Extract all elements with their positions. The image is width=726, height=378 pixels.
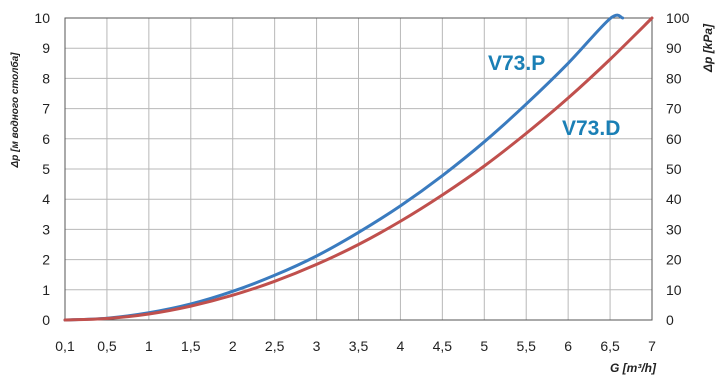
y-left-axis-title: Δp [м водного столба] (9, 52, 21, 169)
x-tick-label: 6 (564, 338, 572, 354)
x-tick-label: 0,1 (55, 338, 75, 354)
y-right-tick-label: 80 (666, 70, 682, 86)
y-right-tick-label: 20 (666, 252, 682, 268)
y-left-tick-label: 1 (42, 282, 50, 298)
series-label-v73d: V73.D (562, 117, 620, 140)
x-tick-label: 3 (313, 338, 321, 354)
x-tick-label: 1,5 (181, 338, 201, 354)
x-tick-label: 4,5 (433, 338, 453, 354)
y-left-tick-label: 5 (42, 161, 50, 177)
series-label-v73p: V73.P (488, 52, 545, 75)
y-right-tick-label: 70 (666, 101, 682, 117)
y-right-tick-label: 0 (666, 312, 674, 328)
x-tick-label: 5 (480, 338, 488, 354)
x-tick-label: 3,5 (349, 338, 369, 354)
y-left-tick-label: 0 (42, 312, 50, 328)
x-axis-title: G [m³/h] (610, 361, 657, 375)
x-tick-label: 5,5 (516, 338, 536, 354)
y-left-tick-label: 7 (42, 101, 50, 117)
y-left-tick-label: 6 (42, 131, 50, 147)
x-tick-label: 4 (397, 338, 405, 354)
x-tick-label: 6,5 (600, 338, 620, 354)
y-right-tick-label: 100 (666, 10, 690, 26)
y-left-tick-label: 10 (34, 10, 50, 26)
y-left-tick-label: 3 (42, 221, 50, 237)
series-layer (63, 13, 654, 322)
y-left-tick-label: 4 (42, 191, 50, 207)
y-left-tick-label: 8 (42, 70, 50, 86)
series-line-v73d (63, 16, 654, 322)
x-tick-label: 2,5 (265, 338, 285, 354)
y-right-tick-label: 30 (666, 221, 682, 237)
y-right-tick-label: 40 (666, 191, 682, 207)
y-right-tick-label: 60 (666, 131, 682, 147)
y-left-tick-label: 9 (42, 40, 50, 56)
y-left-axis-ticks: 0 1 2 3 4 5 6 7 8 9 10 (34, 10, 50, 328)
y-left-tick-label: 2 (42, 252, 50, 268)
chart-grid (64, 17, 653, 321)
y-right-tick-label: 50 (666, 161, 682, 177)
x-tick-label: 2 (229, 338, 237, 354)
x-axis-ticks: 0,1 0,5 1 1,5 2 2,5 3 3,5 4 4,5 5 5,5 6 6,5 7 (55, 338, 656, 354)
plot-frame (64, 17, 653, 321)
x-tick-label: 0,5 (97, 338, 117, 354)
x-tick-label: 7 (648, 338, 656, 354)
y-right-axis-ticks: 0 10 20 30 40 50 60 70 80 90 100 (666, 10, 690, 328)
x-tick-label: 1 (145, 338, 153, 354)
y-right-tick-label: 90 (666, 40, 682, 56)
y-right-axis-title: Δp [kPa] (701, 23, 715, 73)
y-right-tick-label: 10 (666, 282, 682, 298)
